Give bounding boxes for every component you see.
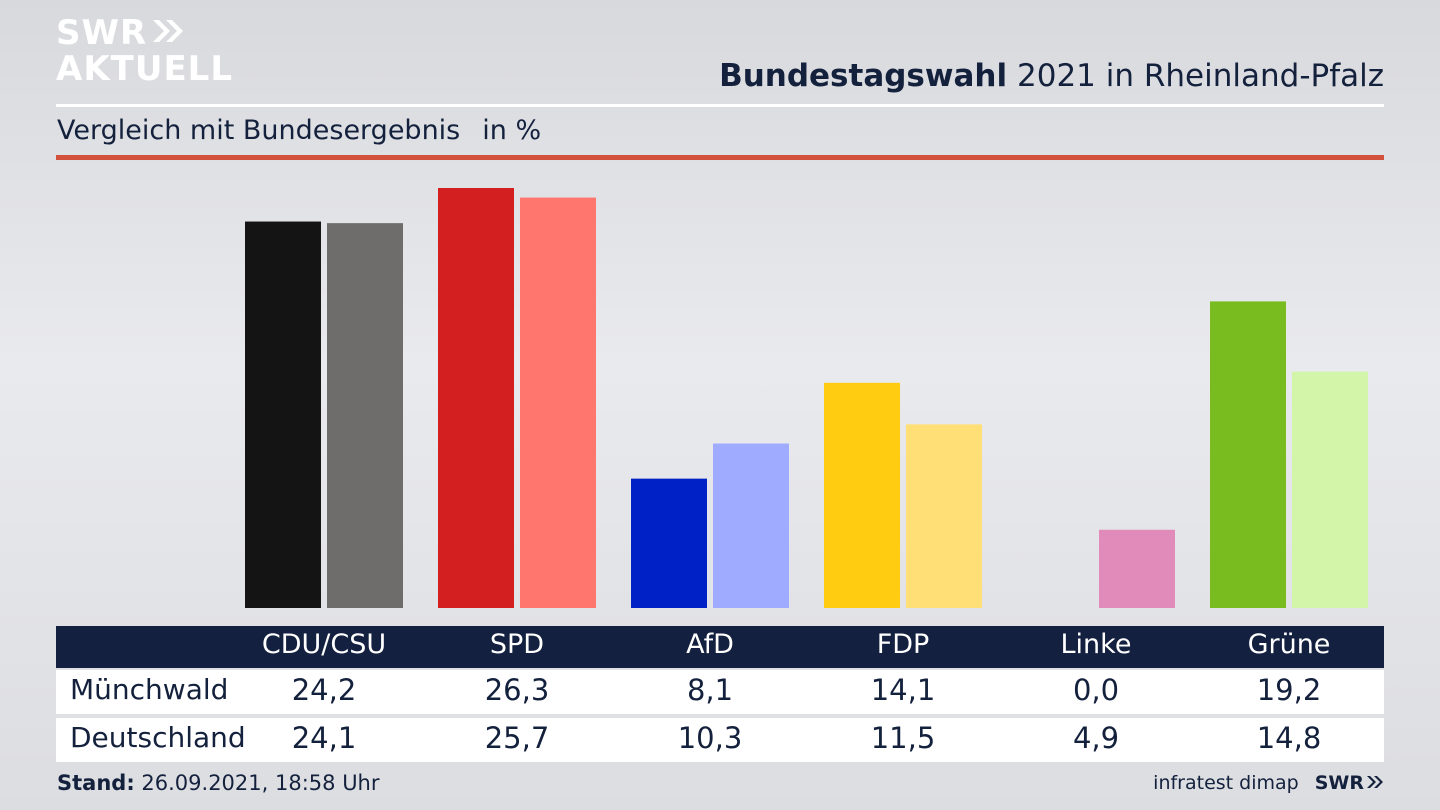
column-header: Grüne — [1247, 629, 1331, 660]
source-credit: infratest dimap SWR — [1153, 772, 1384, 794]
logo-text-swr: SWR — [56, 13, 148, 53]
double-chevron-icon — [1364, 772, 1384, 794]
value-cell: 26,3 — [484, 673, 550, 707]
value-cell: 14,1 — [870, 673, 936, 707]
subtitle-underline — [56, 155, 1384, 160]
bar-spd-national — [520, 197, 596, 608]
row-label: Münchwald — [70, 673, 229, 706]
column-header: SPD — [489, 629, 545, 660]
table-header-row: CDU/CSU SPD AfD FDP Linke Grüne — [56, 626, 1384, 668]
title-rest: 2021 in Rheinland-Pfalz — [1017, 58, 1384, 94]
results-table: CDU/CSU SPD AfD FDP Linke Grüne Münchwald 24,… — [56, 626, 1384, 762]
source-text: infratest dimap — [1153, 772, 1299, 794]
timestamp: Stand: 26.09.2021, 18:58 Uhr — [57, 771, 380, 795]
logo-text-aktuell: AKTUELL — [56, 49, 234, 89]
title-bold: Bundestagswahl — [719, 58, 1008, 94]
bar-afd-local — [631, 478, 707, 608]
value-cell: 19,2 — [1256, 673, 1322, 707]
column-header: Linke — [1060, 629, 1132, 660]
value-cell: 14,8 — [1256, 721, 1322, 755]
bar-chart — [245, 188, 1368, 608]
bar-cdu-csu-national — [327, 223, 403, 608]
bar-gr-ne-local — [1210, 301, 1286, 608]
bar-spd-local — [438, 188, 514, 608]
column-header: FDP — [876, 629, 930, 660]
column-header: CDU/CSU — [261, 629, 387, 660]
bar-afd-national — [713, 443, 789, 608]
stand-value: 26.09.2021, 18:58 Uhr — [141, 771, 380, 795]
subtitle-unit: in % — [482, 115, 542, 146]
chart-subtitle: Vergleich mit Bundesergebnis in % — [57, 115, 541, 146]
double-chevron-icon — [151, 16, 185, 50]
value-cell: 24,1 — [291, 721, 357, 755]
bar-fdp-local — [824, 382, 900, 608]
value-cell: 4,9 — [1072, 721, 1120, 755]
value-cell: 8,1 — [686, 673, 734, 707]
page-title: Bundestagswahl 2021 in Rheinland-Pfalz — [719, 58, 1384, 94]
bar-fdp-national — [906, 424, 982, 608]
value-cell: 24,2 — [291, 673, 357, 707]
value-cell: 11,5 — [870, 721, 936, 755]
column-header: AfD — [686, 629, 734, 660]
header-divider — [56, 104, 1384, 107]
row-label: Deutschland — [70, 721, 246, 754]
subtitle-text: Vergleich mit Bundesergebnis — [57, 115, 461, 146]
table-row: Münchwald 24,2 26,3 8,1 14,1 0,0 19,2 — [56, 670, 1384, 714]
stand-label: Stand: — [57, 771, 135, 795]
footer-brand: SWR — [1314, 772, 1364, 794]
bar-cdu-csu-local — [245, 221, 321, 608]
value-cell: 25,7 — [484, 721, 550, 755]
bar-linke-national — [1099, 529, 1175, 608]
table-row: Deutschland 24,1 25,7 10,3 11,5 4,9 14,8 — [56, 718, 1384, 762]
swr-aktuell-logo: SWR AKTUELL — [56, 16, 233, 86]
value-cell: 10,3 — [677, 721, 743, 755]
value-cell: 0,0 — [1072, 673, 1120, 707]
bar-gr-ne-national — [1292, 371, 1368, 608]
